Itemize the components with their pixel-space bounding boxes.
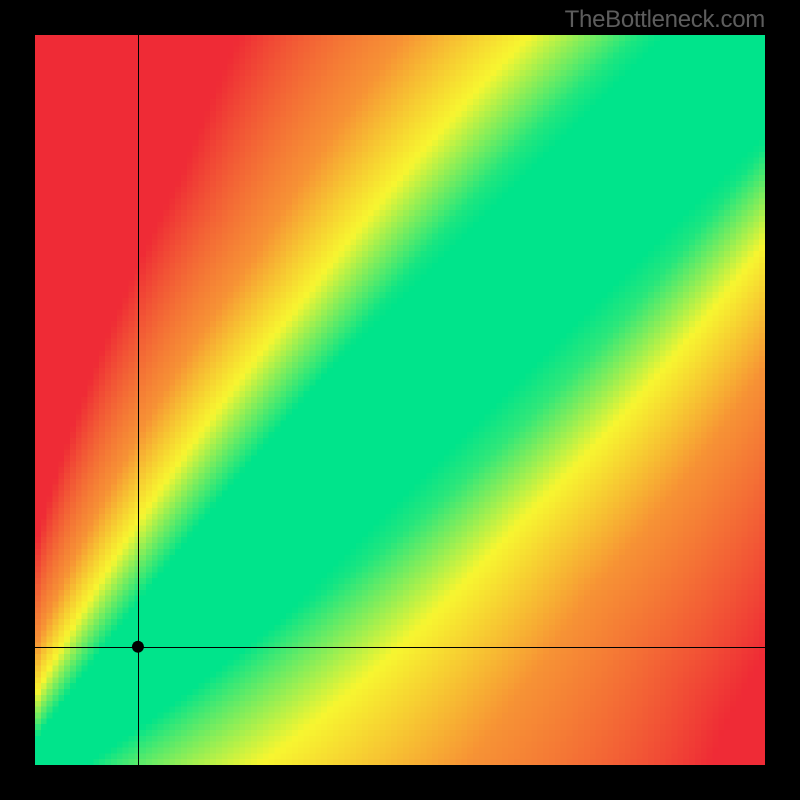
- chart-container: TheBottleneck.com: [0, 0, 800, 800]
- crosshair-overlay: [0, 0, 800, 800]
- watermark-text: TheBottleneck.com: [565, 6, 765, 34]
